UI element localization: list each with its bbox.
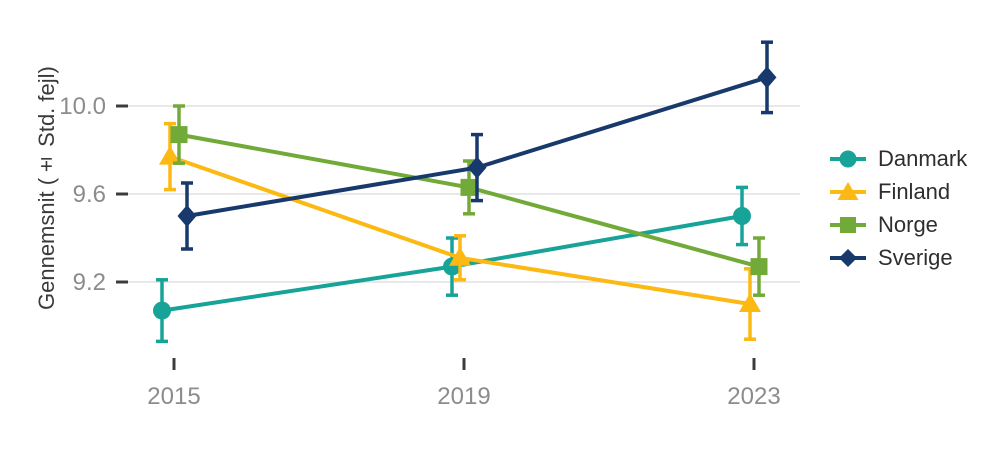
legend: Danmark Finland Norge Sverige [830, 142, 967, 274]
legend-label-finland: Finland [878, 178, 951, 204]
marker-square-norge [750, 258, 768, 276]
marker-diamond-sverige [467, 156, 487, 179]
diamond-marker-icon [839, 248, 857, 267]
y-axis-title: Gennemsnit (± Std. fejl) [34, 66, 59, 310]
marker-square-norge [460, 178, 478, 196]
legend-item-finland: Finland [830, 175, 967, 208]
legend-item-danmark: Danmark [830, 142, 967, 175]
marker-diamond-sverige [757, 66, 777, 89]
circle-marker-icon [839, 150, 857, 167]
y-tick-label: 9.6 [73, 181, 106, 208]
marker-circle-danmark [733, 207, 751, 225]
legend-label-danmark: Danmark [878, 145, 968, 171]
legend-key-square-icon [830, 216, 866, 233]
legend-key-diamond-icon [830, 248, 866, 267]
x-tick-label: 2015 [147, 383, 200, 410]
y-tick-label: 10.0 [59, 93, 106, 120]
marker-square-norge [170, 126, 188, 144]
legend-label-norge: Norge [878, 211, 938, 237]
marker-circle-danmark [153, 301, 171, 320]
x-tick-label: 2023 [727, 383, 780, 410]
marker-triangle-finland [739, 293, 761, 312]
legend-key-triangle-icon [830, 181, 866, 200]
legend-key-circle-icon [830, 150, 866, 167]
x-tick-label: 2019 [437, 383, 490, 410]
legend-item-norge: Norge [830, 208, 967, 241]
marker-triangle-finland [449, 246, 471, 266]
square-marker-icon [840, 216, 856, 233]
y-tick-label: 9.2 [73, 269, 106, 296]
triangle-marker-icon [837, 181, 859, 200]
marker-diamond-sverige [177, 205, 197, 227]
legend-label-sverige: Sverige [878, 244, 953, 270]
legend-item-sverige: Sverige [830, 241, 967, 274]
marker-triangle-finland [159, 145, 181, 165]
